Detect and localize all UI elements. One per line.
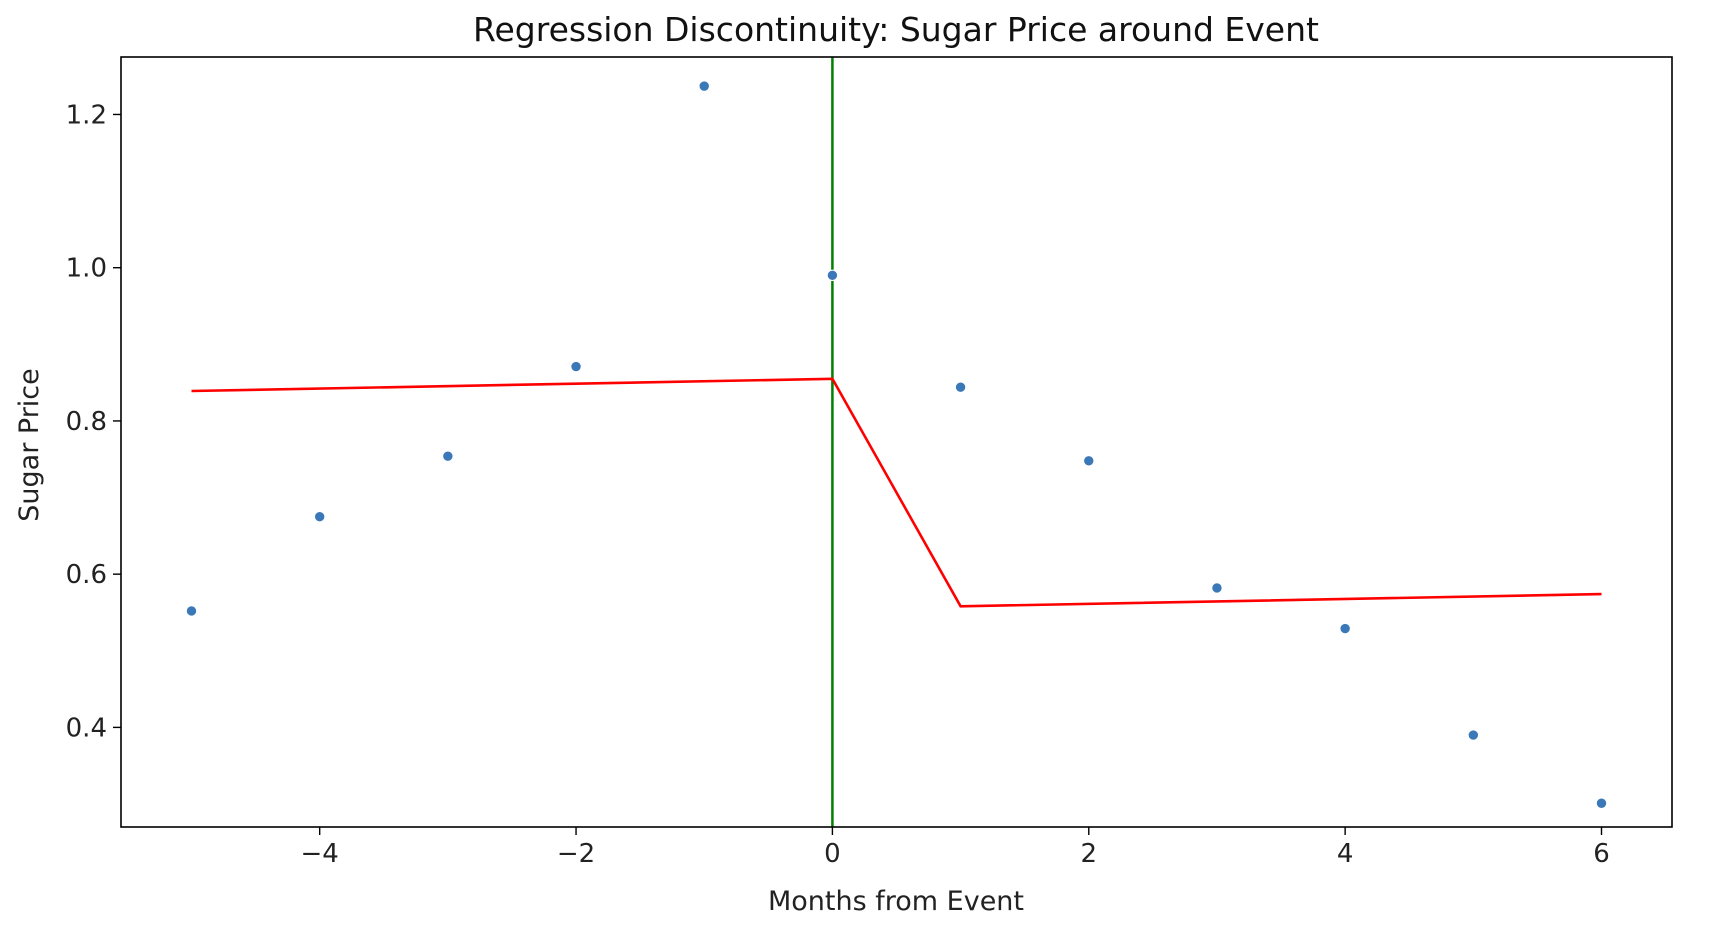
plot-area [185,57,1608,827]
y-tick-label: 1.2 [66,100,107,130]
chart-title: Regression Discontinuity: Sugar Price ar… [473,10,1319,49]
data-point [442,450,454,462]
x-tick-label: 2 [1080,839,1097,869]
regression-fit-line [191,377,1602,608]
y-axis: 0.4 0.6 0.8 1.0 1.2 [66,100,121,743]
data-point [954,381,967,393]
y-tick-label: 1.0 [66,254,107,284]
data-point [570,360,582,373]
y-axis-label: Sugar Price [14,368,45,521]
plot-frame [120,56,1673,828]
x-tick-label: 4 [1337,839,1354,869]
y-tick-label: 0.8 [66,407,107,437]
data-point [1211,582,1223,594]
data-point [1467,729,1480,741]
data-point [313,511,326,523]
x-tick-label: −2 [557,839,595,869]
x-tick-label: 6 [1593,839,1610,869]
y-tick-label: 0.4 [66,713,107,743]
data-point [185,605,198,617]
data-point [698,80,710,92]
x-tick-label: −4 [301,839,339,869]
x-axis-label: Months from Event [768,886,1024,917]
data-point [1339,622,1351,635]
x-axis: −4 −2 0 2 4 6 [301,827,1610,869]
x-tick-label: 0 [824,839,841,869]
data-point [1595,797,1608,809]
y-tick-label: 0.6 [66,560,107,590]
data-point [1083,455,1095,467]
data-point [826,269,839,282]
